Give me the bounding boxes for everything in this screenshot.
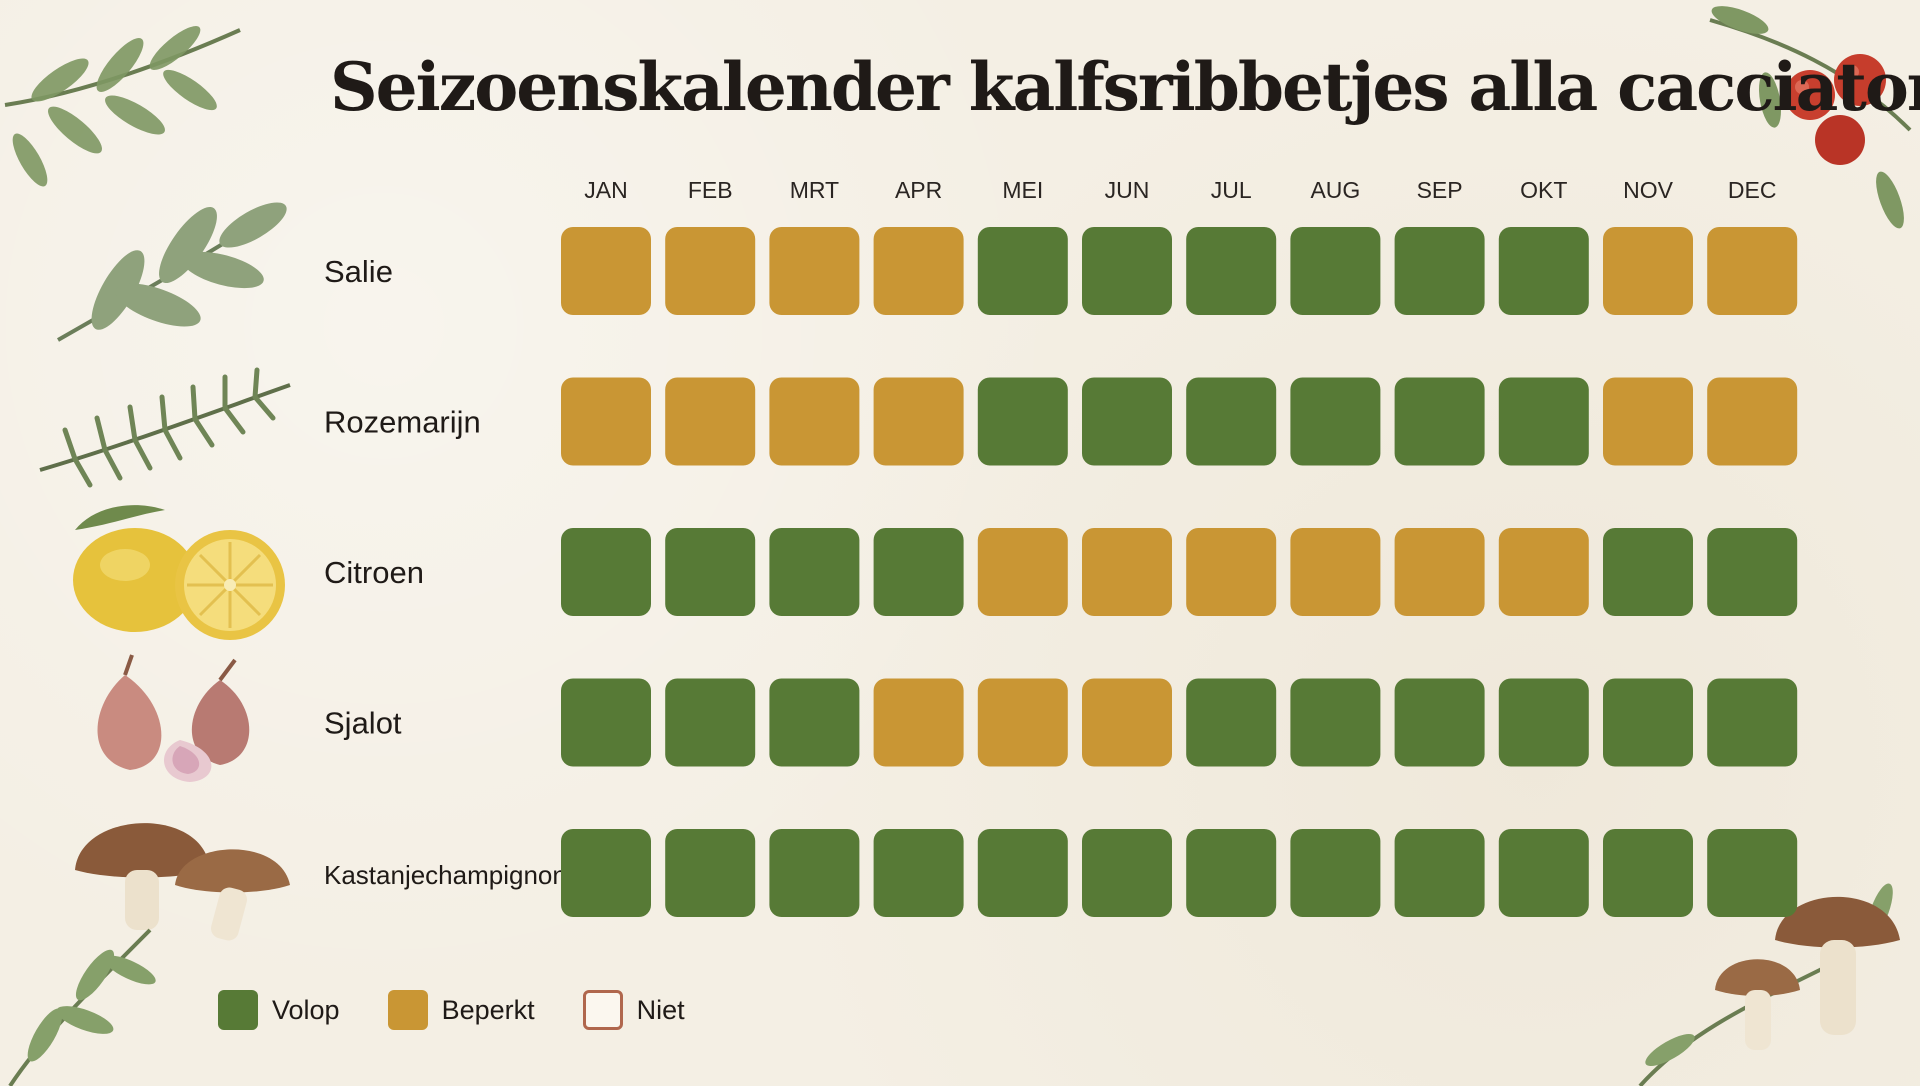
cell-citroen-jun — [1082, 528, 1172, 616]
cell-citroen-okt — [1498, 528, 1589, 616]
cell-kastanjechampignons-feb — [665, 829, 756, 917]
cell-salie-sep — [1394, 227, 1485, 315]
cell-salie-jul — [1186, 227, 1277, 315]
cell-kastanjechampignons-dec — [1707, 829, 1798, 917]
legend-label-volop: Volop — [272, 994, 340, 1025]
cell-sjalot-mei — [977, 678, 1068, 767]
row-label-sjalot: Sjalot — [324, 706, 402, 741]
cell-kastanjechampignons-nov — [1603, 829, 1693, 917]
mushroom-icon — [75, 823, 290, 941]
cell-citroen-jan — [561, 528, 651, 616]
cell-kastanjechampignons-okt — [1498, 829, 1589, 917]
cell-kastanjechampignons-aug — [1290, 829, 1381, 917]
month-label-dec: DEC — [1728, 177, 1777, 203]
cell-citroen-feb — [665, 528, 756, 616]
cell-rozemarijn-jul — [1186, 377, 1277, 466]
legend-item-niet: Niet — [582, 990, 685, 1030]
legend-label-beperkt: Beperkt — [441, 994, 535, 1025]
season-chart: JAN FEB MRT APR MEI JUN JUL AUG SEP OKT NOV DEC Sali… — [324, 177, 1798, 917]
cell-citroen-aug — [1290, 528, 1381, 616]
cell-sjalot-nov — [1603, 678, 1693, 767]
cell-sjalot-feb — [665, 678, 756, 767]
cell-rozemarijn-sep — [1394, 377, 1485, 466]
legend: Volop Beperkt Niet — [218, 990, 733, 1030]
cell-rozemarijn-jun — [1082, 377, 1172, 466]
leaf-branch-top-left-icon — [4, 26, 241, 187]
shallot-icon — [97, 654, 250, 782]
cell-citroen-jul — [1186, 528, 1277, 616]
mushroom-corner-icon — [1638, 883, 1900, 1086]
tomato-vine-icon — [1709, 6, 1912, 229]
month-label-feb: FEB — [688, 177, 733, 203]
cell-salie-aug — [1290, 227, 1381, 315]
cell-kastanjechampignons-mei — [977, 829, 1068, 917]
cell-rozemarijn-mei — [977, 377, 1068, 466]
cell-kastanjechampignons-mrt — [769, 829, 860, 917]
cell-salie-apr — [873, 227, 964, 315]
cell-rozemarijn-apr — [873, 377, 964, 466]
month-label-mei: MEI — [1002, 177, 1043, 203]
row-label-kastanjechampignons: Kastanjechampignons — [324, 860, 580, 890]
cell-rozemarijn-feb — [665, 377, 756, 466]
month-label-okt: OKT — [1520, 177, 1567, 203]
cell-sjalot-okt — [1498, 678, 1589, 767]
cell-kastanjechampignons-apr — [873, 829, 964, 917]
month-label-nov: NOV — [1623, 177, 1674, 203]
cell-rozemarijn-aug — [1290, 377, 1381, 466]
cell-sjalot-mrt — [769, 678, 860, 767]
cell-salie-okt — [1498, 227, 1589, 315]
cell-sjalot-apr — [873, 678, 964, 767]
cell-rozemarijn-mrt — [769, 377, 860, 466]
cell-sjalot-sep — [1394, 678, 1485, 767]
cell-salie-jun — [1082, 227, 1172, 315]
cell-citroen-mei — [977, 528, 1068, 616]
cell-citroen-nov — [1603, 528, 1693, 616]
cell-sjalot-aug — [1290, 678, 1381, 767]
month-label-jul: JUL — [1211, 177, 1252, 203]
cell-sjalot-jul — [1186, 678, 1277, 767]
cell-salie-dec — [1707, 227, 1798, 315]
row-label-citroen: Citroen — [324, 555, 424, 590]
cell-salie-feb — [665, 227, 756, 315]
month-label-apr: APR — [895, 177, 942, 203]
month-label-jan: JAN — [584, 177, 627, 203]
cell-salie-nov — [1603, 227, 1693, 315]
row-label-rozemarijn: Rozemarijn — [324, 405, 481, 440]
cell-citroen-apr — [873, 528, 964, 616]
month-label-aug: AUG — [1310, 177, 1360, 203]
lemon-icon — [73, 505, 285, 640]
cell-rozemarijn-dec — [1707, 377, 1798, 466]
legend-swatch-volop — [218, 990, 258, 1030]
cell-rozemarijn-okt — [1498, 377, 1589, 466]
leaf-branch-bottom-left-icon — [8, 928, 156, 1086]
cell-kastanjechampignons-jun — [1082, 829, 1172, 917]
cell-salie-mei — [977, 227, 1068, 315]
month-label-mrt: MRT — [790, 177, 839, 203]
cell-sjalot-jan — [561, 678, 651, 767]
month-label-jun: JUN — [1105, 177, 1150, 203]
legend-item-volop: Volop — [218, 990, 340, 1030]
legend-label-niet: Niet — [636, 994, 685, 1025]
cell-citroen-sep — [1394, 528, 1485, 616]
cell-salie-jan — [561, 227, 651, 315]
cell-citroen-mrt — [769, 528, 860, 616]
cell-sjalot-jun — [1082, 678, 1172, 767]
cell-citroen-dec — [1707, 528, 1798, 616]
month-label-sep: SEP — [1417, 177, 1463, 203]
rosemary-icon — [39, 367, 291, 488]
cell-salie-mrt — [769, 227, 860, 315]
cell-kastanjechampignons-jan — [561, 829, 651, 917]
legend-item-beperkt: Beperkt — [387, 990, 535, 1030]
cell-sjalot-dec — [1707, 678, 1798, 767]
cell-rozemarijn-nov — [1603, 377, 1693, 466]
cell-kastanjechampignons-jul — [1186, 829, 1277, 917]
legend-swatch-beperkt — [387, 990, 428, 1030]
row-label-salie: Salie — [324, 254, 393, 289]
legend-swatch-niet — [582, 990, 623, 1030]
cell-rozemarijn-jan — [561, 377, 651, 466]
sage-icon — [57, 202, 287, 342]
cell-kastanjechampignons-sep — [1394, 829, 1485, 917]
